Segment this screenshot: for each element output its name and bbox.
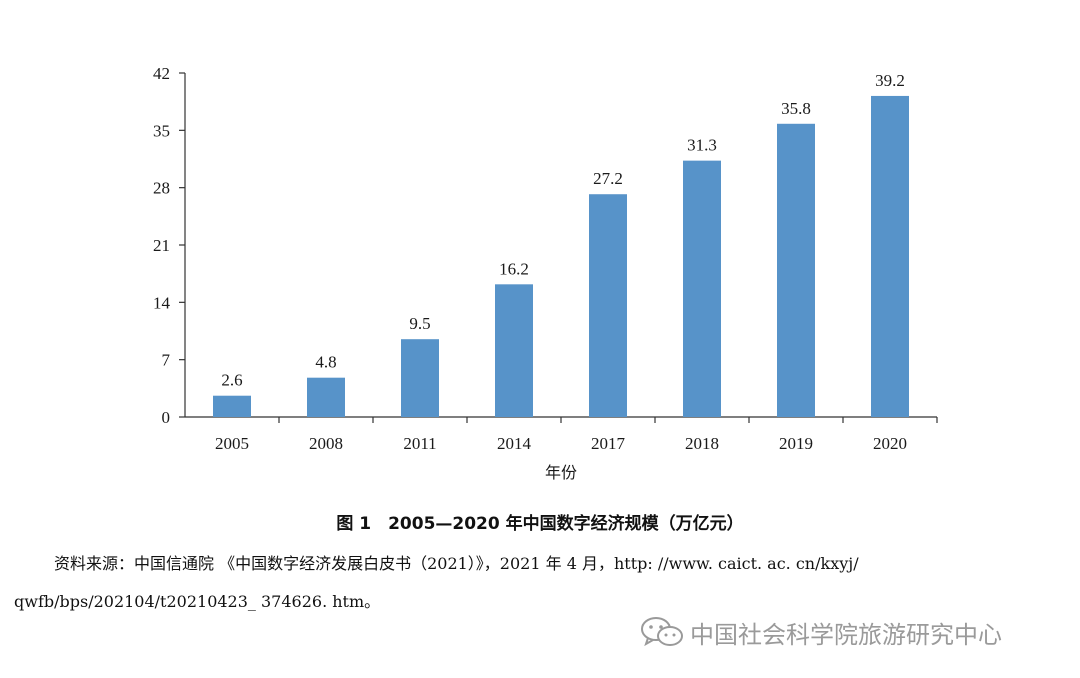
x-tick-label: 2014: [497, 434, 532, 453]
y-tick-label: 42: [153, 64, 170, 83]
data-label: 2.6: [221, 371, 242, 390]
x-tick-label: 2020: [873, 434, 907, 453]
y-tick-label: 7: [162, 351, 171, 370]
bar: [683, 160, 721, 417]
watermark-text: 中国社会科学院旅游研究中心: [690, 620, 1002, 649]
x-tick-label: 2008: [309, 434, 343, 453]
bar: [307, 377, 345, 417]
data-label: 39.2: [875, 71, 905, 90]
bar: [401, 339, 439, 417]
y-tick-label: 0: [162, 408, 171, 427]
wechat-icon: [641, 617, 683, 647]
source-line-1: 资料来源：中国信通院 《中国数字经济发展白皮书（2021）》，2021 年 4 …: [14, 545, 1064, 583]
data-label: 27.2: [593, 169, 623, 188]
bar: [871, 95, 909, 417]
data-label: 35.8: [781, 99, 811, 118]
bar: [495, 284, 533, 417]
x-axis-tick-labels: 2005 2008 2011 2014 2017 2018 2019 2020: [215, 417, 938, 453]
data-label: 4.8: [315, 353, 336, 372]
x-tick-label: 2005: [215, 434, 249, 453]
bar: [589, 194, 627, 417]
x-tick-label: 2018: [685, 434, 719, 453]
y-axis-ticks: 0 7 14 21 28 35 42: [153, 64, 185, 427]
x-tick-label: 2011: [403, 434, 436, 453]
y-tick-label: 21: [153, 236, 170, 255]
x-tick-label: 2017: [591, 434, 626, 453]
data-label: 16.2: [499, 259, 529, 278]
y-tick-label: 14: [153, 293, 171, 312]
data-label: 9.5: [409, 314, 430, 333]
data-label: 31.3: [687, 136, 717, 155]
bar: [213, 395, 251, 417]
bar: [777, 123, 815, 418]
chart-bars: 2.6 4.8 9.5 16.2 27.2 31.3 35.8 39.2: [213, 71, 909, 418]
figure-caption: 图 1 2005—2020 年中国数字经济规模（万亿元）: [336, 514, 744, 534]
x-axis-title: 年份: [545, 463, 577, 482]
y-tick-label: 28: [153, 179, 170, 198]
watermark: 中国社会科学院旅游研究中心: [640, 614, 1002, 650]
y-tick-label: 35: [153, 121, 170, 140]
source-note: 资料来源：中国信通院 《中国数字经济发展白皮书（2021）》，2021 年 4 …: [14, 545, 1064, 621]
source-line-1-text: 资料来源：中国信通院 《中国数字经济发展白皮书（2021）》，2021 年 4 …: [54, 554, 859, 573]
x-tick-label: 2019: [779, 434, 813, 453]
bar-chart: 0 7 14 21 28 35 42 2.6 4.8 9.5 16.2 27.2 31.3 35.8 39…: [153, 64, 938, 482]
source-line-2: qwfb/bps/202104/t20210423_ 374626. htm。: [14, 592, 381, 611]
chart-axes: [184, 73, 937, 418]
